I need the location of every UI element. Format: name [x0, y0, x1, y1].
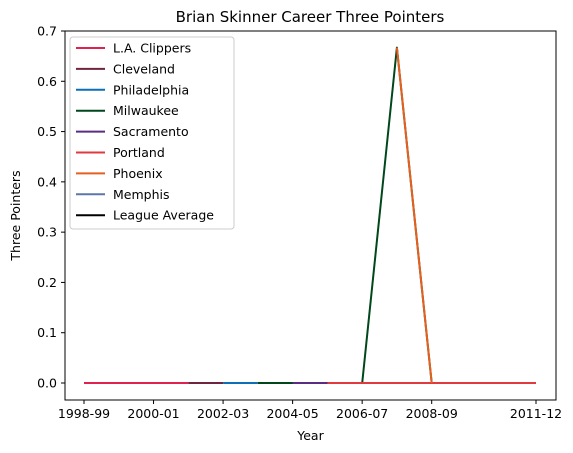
x-tick-label: 2008-09	[406, 406, 458, 421]
legend-label: League Average	[113, 208, 214, 223]
legend-label: Cleveland	[113, 61, 175, 76]
x-axis-label: Year	[296, 428, 324, 443]
y-tick-label: 0.1	[37, 325, 57, 340]
x-tick-label: 2011-12	[510, 406, 562, 421]
x-tick-label: 2004-05	[266, 406, 318, 421]
y-tick-label: 0.5	[37, 124, 57, 139]
series-line-phoenix	[395, 47, 433, 384]
legend-label: Milwaukee	[113, 103, 179, 118]
legend-label: Philadelphia	[113, 82, 189, 97]
legend-box	[69, 36, 235, 230]
x-tick-label: 2002-03	[197, 406, 249, 421]
x-tick-label: 1998-99	[58, 406, 110, 421]
y-tick-label: 0.6	[37, 74, 57, 89]
legend-label: Memphis	[113, 187, 170, 202]
legend: L.A. Clippers Cleveland Philadelphia Milwau…	[69, 36, 235, 230]
legend-label: Phoenix	[113, 166, 163, 181]
x-tick-label: 2006-07	[336, 406, 388, 421]
x-axis-ticks: 1998-99 2000-01 2002-03 2004-05 2006-07 2008-…	[58, 400, 562, 421]
legend-label: L.A. Clippers	[113, 41, 191, 56]
y-axis-label: Three Pointers	[8, 170, 23, 261]
y-axis-ticks: 0.0 0.1 0.2 0.3 0.4 0.5 0.6 0.7	[37, 24, 65, 391]
plot-frame	[64, 30, 557, 401]
plot-lines	[84, 46, 536, 384]
x-tick-label: 2000-01	[127, 406, 179, 421]
y-tick-label: 0.7	[37, 24, 57, 39]
y-tick-label: 0.0	[37, 376, 57, 391]
y-tick-label: 0.3	[37, 225, 57, 240]
y-tick-label: 0.4	[37, 174, 57, 189]
legend-label: Sacramento	[113, 124, 189, 139]
y-tick-label: 0.2	[37, 275, 57, 290]
series-line-milwaukee	[257, 46, 433, 384]
chart-title: Brian Skinner Career Three Pointers	[176, 8, 445, 26]
legend-label: Portland	[113, 145, 165, 160]
